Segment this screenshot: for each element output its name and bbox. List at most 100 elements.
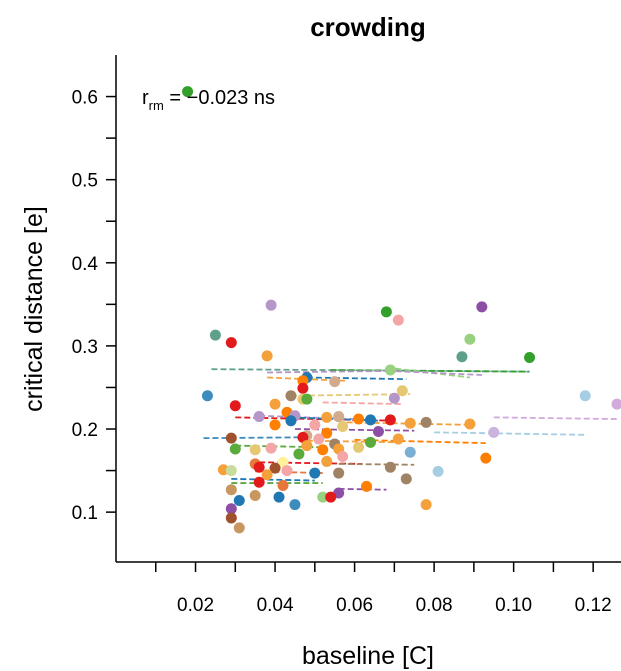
data-point	[285, 390, 297, 402]
data-point	[476, 301, 488, 313]
data-point	[361, 480, 373, 492]
data-point	[317, 491, 329, 503]
data-point	[261, 350, 273, 362]
x-tick-label: 0.08	[416, 595, 453, 616]
y-tick-label: 0.5	[72, 171, 98, 192]
data-point	[217, 464, 229, 476]
data-point	[380, 306, 392, 318]
data-point	[392, 314, 404, 326]
data-point	[249, 490, 261, 502]
data-point	[392, 433, 404, 445]
data-point	[313, 433, 325, 445]
data-point	[297, 382, 309, 394]
x-axis-title: baseline [C]	[302, 642, 434, 670]
data-point	[353, 441, 365, 453]
data-point	[384, 364, 396, 376]
regression-line	[231, 477, 315, 482]
data-point	[464, 418, 476, 430]
data-point	[364, 436, 376, 448]
x-tick-label: 0.12	[575, 595, 612, 616]
data-point	[488, 426, 500, 438]
x-tick-label: 0.06	[336, 595, 373, 616]
data-point	[277, 456, 289, 468]
regression-line	[306, 376, 407, 381]
annotation-prefix: r	[142, 87, 149, 109]
data-point	[249, 444, 261, 456]
axes: 0.1 0.2 0.3 0.4 0.5 0.6 0.02 0.04 0.06 0.08 0.10 0.…	[72, 55, 621, 616]
data-point	[201, 390, 213, 402]
data-point	[269, 419, 281, 431]
data-point	[333, 411, 345, 423]
data-point	[253, 476, 265, 488]
data-point	[289, 499, 301, 511]
data-point	[225, 503, 237, 515]
data-point	[225, 337, 237, 349]
data-point	[384, 461, 396, 473]
x-tick-label: 0.10	[495, 595, 532, 616]
data-point	[480, 452, 492, 464]
data-point	[321, 411, 333, 423]
data-point	[269, 398, 281, 410]
data-point	[253, 461, 265, 473]
x-tick-label: 0.02	[177, 595, 214, 616]
data-point	[273, 491, 285, 503]
data-point	[265, 442, 277, 454]
regression-line	[493, 416, 618, 420]
data-point	[229, 400, 241, 412]
data-points	[182, 86, 621, 534]
regression-line	[322, 401, 403, 405]
data-point	[225, 484, 237, 496]
y-tick-label: 0.1	[72, 503, 98, 524]
data-point	[265, 299, 277, 311]
data-point	[388, 392, 400, 404]
data-point	[285, 415, 297, 427]
data-point	[321, 455, 333, 467]
data-point	[281, 465, 293, 477]
data-point	[277, 480, 289, 492]
data-point	[209, 329, 221, 341]
data-point	[611, 398, 621, 410]
regression-line	[235, 444, 327, 449]
y-tick-label: 0.3	[72, 337, 98, 358]
data-point	[225, 512, 237, 524]
y-tick-label: 0.6	[72, 88, 98, 109]
data-point	[225, 465, 237, 477]
regression-line	[434, 431, 586, 436]
data-point	[269, 462, 281, 474]
data-point	[233, 494, 245, 506]
data-point	[400, 473, 412, 485]
data-point	[420, 499, 432, 511]
data-point	[297, 431, 309, 443]
data-point	[321, 427, 333, 439]
regression-line	[386, 366, 471, 379]
data-point	[432, 465, 444, 477]
regression-line	[330, 369, 530, 373]
x-tick-label: 0.04	[257, 595, 294, 616]
data-point	[317, 444, 329, 456]
regression-line	[267, 369, 399, 374]
annotation-subscript: rm	[149, 98, 164, 113]
y-tick-label: 0.2	[72, 420, 98, 441]
data-point	[182, 86, 194, 98]
data-point	[464, 333, 476, 345]
regression-line	[203, 436, 303, 440]
regression-line	[259, 414, 355, 420]
annotation-text: = −0.023 ns	[164, 87, 275, 109]
data-point	[293, 448, 305, 460]
data-point	[233, 522, 245, 534]
data-point	[301, 440, 313, 452]
correlation-annotation: rrm = −0.023 ns	[142, 87, 275, 113]
data-point	[225, 432, 237, 444]
regression-line	[306, 439, 399, 444]
data-point	[396, 385, 408, 397]
data-point	[309, 419, 321, 431]
regression-line	[354, 438, 486, 445]
regression-line	[338, 463, 415, 466]
data-point	[384, 414, 396, 426]
data-point	[364, 414, 376, 426]
chart-title: crowding	[310, 12, 426, 42]
data-point	[325, 491, 337, 503]
data-point	[579, 390, 591, 402]
data-point	[353, 413, 365, 425]
